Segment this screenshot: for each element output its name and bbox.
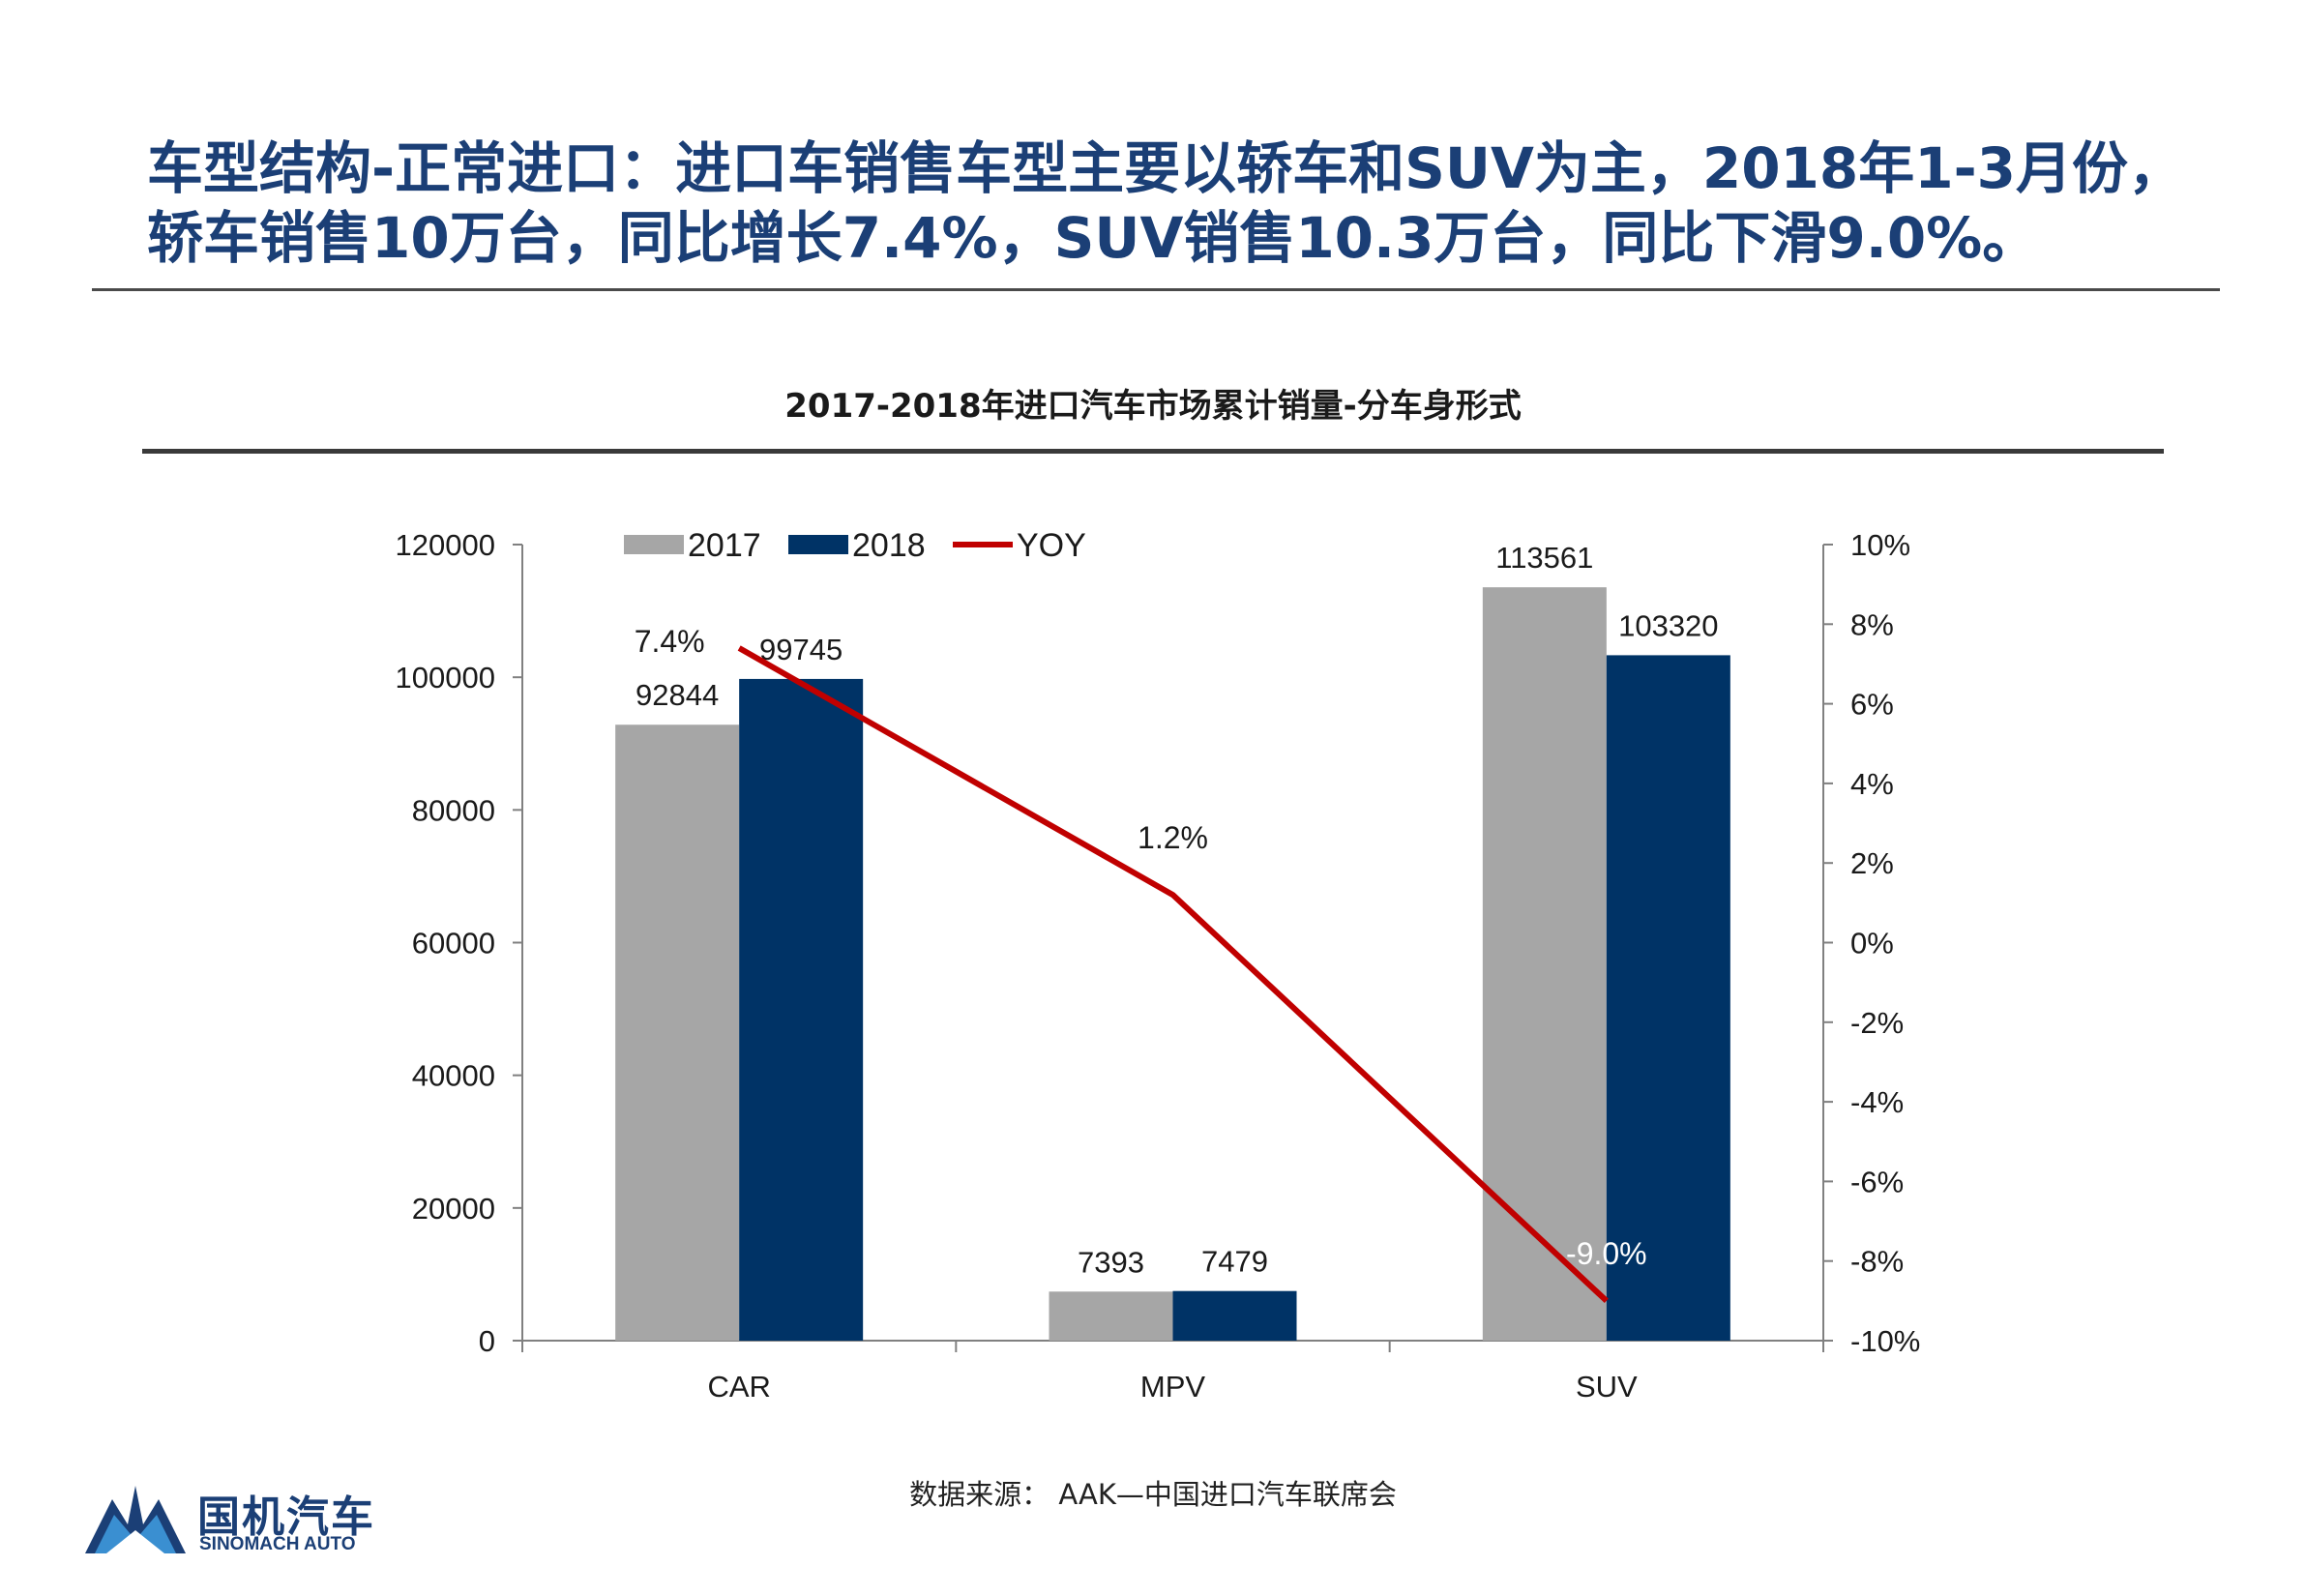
- sinomach-logo: 国机汽车 SINOMACH AUTO: [85, 1482, 395, 1559]
- bar-label-2017-SUV: 113561: [1495, 541, 1593, 575]
- headline-divider: [92, 288, 2220, 291]
- legend-label-YOY: YOY: [1017, 527, 1086, 564]
- y-tick-label-left: 120000: [396, 528, 495, 562]
- y-tick-label-left: 40000: [412, 1059, 495, 1093]
- bar-2018-SUV: [1606, 655, 1730, 1341]
- y-tick-label-left: 0: [479, 1324, 495, 1358]
- bar-label-2018-CAR: 99745: [759, 633, 843, 666]
- logo-text-cn: 国机汽车: [197, 1493, 375, 1542]
- chart-title: 2017-2018年进口汽车市场累计销量-分车身形式: [784, 387, 1522, 426]
- bar-label-2017-CAR: 92844: [636, 678, 719, 712]
- y-tick-label-left: 20000: [412, 1192, 495, 1226]
- chart-title-divider: [142, 449, 2164, 454]
- y-tick-label-left: 100000: [396, 661, 495, 695]
- bar-2017-MPV: [1049, 1291, 1173, 1341]
- y-tick-label-right: -6%: [1850, 1165, 1904, 1198]
- y-tick-label-right: 2%: [1850, 846, 1894, 880]
- bar-label-2018-MPV: 7479: [1201, 1245, 1268, 1279]
- bar-2018-MPV: [1172, 1290, 1297, 1341]
- legend-label-2017: 2017: [688, 527, 761, 564]
- y-tick-label-right: 6%: [1850, 688, 1894, 722]
- y-tick-label-right: 10%: [1850, 528, 1910, 562]
- sinomach-logo-mark-icon: [85, 1486, 186, 1553]
- bar-2018-CAR: [739, 678, 864, 1341]
- x-tick-label: MPV: [1140, 1370, 1206, 1404]
- y-tick-label-right: 0%: [1850, 927, 1894, 961]
- y-tick-label-right: -10%: [1850, 1324, 1920, 1358]
- y-tick-label-right: -2%: [1850, 1006, 1904, 1040]
- y-tick-label-right: -8%: [1850, 1245, 1904, 1279]
- y-tick-label-right: 4%: [1850, 767, 1894, 801]
- page-headline: 车型结构-正常进口：进口车销售车型主要以轿车和SUV为主，2018年1-3月份，…: [147, 133, 2275, 273]
- legend-swatch-2018: [788, 535, 848, 554]
- legend-swatch-2017: [624, 535, 684, 554]
- yoy-label: 7.4%: [635, 624, 705, 659]
- bar-2017-SUV: [1482, 587, 1607, 1341]
- yoy-label: -9.0%: [1566, 1236, 1647, 1271]
- y-tick-label-left: 60000: [412, 927, 495, 961]
- headline-line-1: 车型结构-正常进口：进口车销售车型主要以轿车和SUV为主，2018年1-3月份，: [147, 135, 2185, 201]
- bar-label-2017-MPV: 7393: [1078, 1245, 1144, 1279]
- data-source: 数据来源： AAK—中国进口汽车联席会: [909, 1478, 1397, 1511]
- headline-line-2: 轿车销售10万台，同比增长7.4%，SUV销售10.3万台，同比下滑9.0%。: [147, 205, 2039, 271]
- yoy-line: [737, 645, 1609, 1304]
- y-tick-label-right: 8%: [1850, 607, 1894, 641]
- x-tick-label: SUV: [1576, 1370, 1638, 1404]
- x-tick-label: CAR: [707, 1370, 770, 1404]
- legend-label-2018: 2018: [852, 527, 926, 564]
- logo-text-en: SINOMACH AUTO: [199, 1534, 356, 1554]
- bar-label-2018-SUV: 103320: [1618, 608, 1718, 642]
- yoy-label: 1.2%: [1138, 820, 1208, 855]
- y-tick-label-right: -4%: [1850, 1085, 1904, 1119]
- y-tick-label-left: 80000: [412, 793, 495, 827]
- bar-2017-CAR: [615, 724, 740, 1341]
